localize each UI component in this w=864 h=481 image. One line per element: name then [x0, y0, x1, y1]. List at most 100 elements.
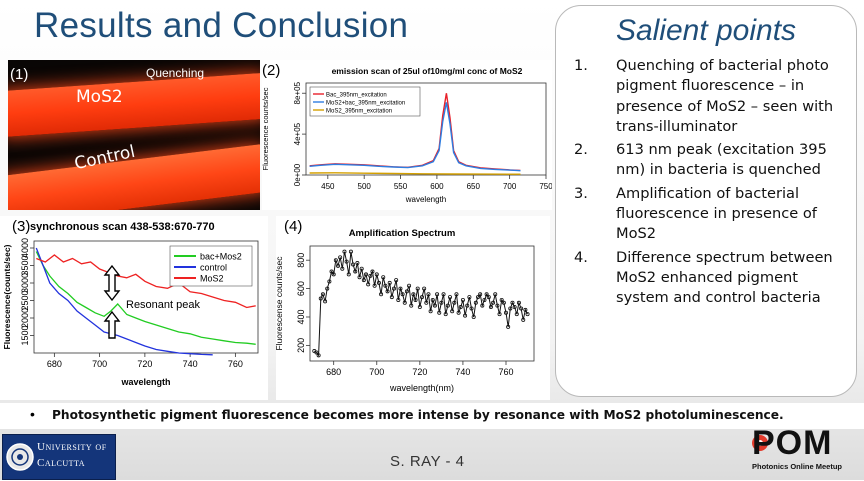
data-point [501, 300, 506, 305]
data-point [372, 283, 377, 288]
y-tick-label: 2000 [20, 308, 30, 328]
data-point [499, 297, 504, 302]
data-point [432, 303, 437, 308]
data-point [441, 292, 446, 297]
data-point [320, 292, 325, 297]
legend-label: MoS2 [200, 274, 224, 284]
data-point [471, 314, 476, 319]
seal-icon [6, 443, 34, 471]
data-point [503, 310, 508, 315]
x-axis-label: wavelength [120, 377, 170, 387]
y-tick-label: 8e+05 [293, 81, 302, 104]
data-point [510, 300, 515, 305]
point-number: 4. [574, 248, 588, 266]
conclusion-bullet: • Photosynthetic pigment fluorescence be… [0, 403, 864, 429]
data-point [419, 295, 424, 300]
salient-point: 4. Difference spectrum between MoS2 enhan… [574, 248, 852, 309]
x-tick-label: 680 [47, 359, 62, 369]
data-point [353, 269, 358, 274]
x-tick-label: 700 [369, 367, 384, 377]
data-point [422, 286, 427, 291]
data-point [480, 303, 485, 308]
y-tick-label: 3500 [20, 255, 30, 275]
data-point [417, 305, 422, 310]
data-point [493, 292, 498, 297]
point-text: Quenching of bacterial photo pigment flu… [616, 57, 834, 135]
data-point [521, 317, 526, 322]
data-point [523, 307, 528, 312]
figure-label: (2) [262, 62, 280, 79]
y-tick-label: 400 [296, 309, 306, 324]
data-point [484, 292, 489, 297]
emission-scan-figure: (2) emission scan of 25ul of10mg/ml conc … [261, 60, 553, 210]
data-point [407, 283, 412, 288]
amplification-chart: (4) Amplification Spectrum 680 700 720 740 760… [274, 218, 535, 393]
x-tick-label: 720 [137, 359, 152, 369]
data-point [379, 292, 384, 297]
synchronous-scan-chart: (3) synchronous scan 438-538:670-770 680 70… [2, 218, 259, 387]
data-point [394, 278, 399, 283]
salient-point: 1. Quenching of bacterial photo pigment f… [574, 56, 852, 137]
photo-label: (1) [10, 66, 29, 83]
data-point [316, 353, 321, 358]
data-point [460, 297, 465, 302]
salient-points-list: 1. Quenching of bacterial photo pigment f… [574, 56, 852, 312]
y-tick-label: 4e+05 [293, 122, 302, 145]
data-point [396, 297, 401, 302]
y-tick-label: 1500 [20, 325, 30, 345]
salient-point: 3. Amplification of bacterial fluorescenc… [574, 184, 852, 245]
trans-illuminator-photo: (1) Quenching MoS2 Control [8, 60, 260, 210]
data-point [516, 300, 521, 305]
x-tick-label: 680 [326, 367, 341, 377]
data-point [409, 303, 414, 308]
legend-box [309, 86, 421, 117]
data-point [506, 324, 511, 329]
data-point [430, 297, 435, 302]
y-axis-label: Fluorescence(counts/sec) [2, 244, 12, 349]
data-point [400, 292, 405, 297]
data-point [355, 261, 360, 266]
amplification-figure: (4) Amplification Spectrum 680 700 720 740 760… [274, 216, 550, 400]
legend-label: Bac_395nm_excitation [326, 93, 387, 99]
double-arrow-icon [103, 264, 121, 302]
data-point [467, 295, 472, 300]
pom-text: POM [752, 424, 833, 462]
data-point [318, 296, 323, 301]
data-point [411, 292, 416, 297]
data-point [376, 280, 381, 285]
x-tick-label: 760 [498, 367, 513, 377]
data-point [439, 300, 444, 305]
chart-title: Amplification Spectrum [349, 228, 456, 239]
chart-title: synchronous scan 438-538:670-770 [30, 221, 215, 233]
point-number: 3. [574, 184, 588, 202]
data-point [491, 300, 496, 305]
salient-heading: Salient points [615, 14, 797, 47]
data-point [314, 350, 319, 355]
plot-frame [309, 245, 535, 362]
data-point [370, 269, 375, 274]
salient-points-panel: Salient points 1. Quenching of bacterial … [555, 5, 857, 397]
data-point [486, 295, 491, 300]
data-point [473, 300, 478, 305]
data-point [346, 272, 351, 277]
data-point [415, 286, 420, 291]
presenter-footer: S. RAY - 4 [390, 453, 465, 470]
data-point [389, 295, 394, 300]
legend-label: control [200, 263, 227, 273]
pom-subtitle: Photonics Online Meetup [752, 462, 843, 471]
data-point [374, 272, 379, 277]
data-point [469, 306, 474, 311]
x-tick-label: 740 [455, 367, 470, 377]
mos2-tube [8, 72, 260, 138]
data-point [508, 306, 513, 311]
point-number: 2. [574, 141, 588, 159]
legend-label: bac+Mos2 [200, 252, 242, 262]
data-point [445, 303, 450, 308]
y-tick-label: 2500 [20, 290, 30, 310]
x-axis-label: wavelength [405, 195, 446, 204]
salient-point: 2. 613 nm peak (excitation 395 nm) in bac… [574, 140, 852, 181]
data-point [488, 305, 493, 310]
y-axis-label: Fluorescense counts/sec [276, 256, 284, 351]
data-point [450, 309, 455, 314]
data-point [364, 272, 369, 277]
